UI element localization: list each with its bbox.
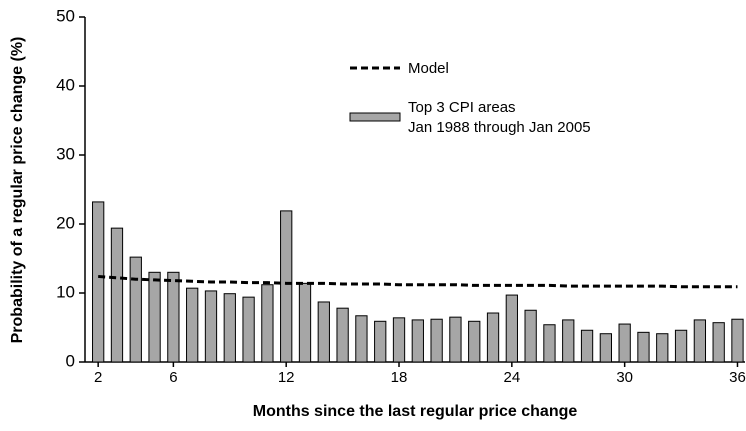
bar xyxy=(374,320,387,363)
bar xyxy=(580,329,594,363)
bar xyxy=(204,290,218,363)
bar xyxy=(148,271,161,363)
bar xyxy=(637,331,650,363)
y-tick-label: 10 xyxy=(56,282,75,301)
bar xyxy=(392,317,406,363)
x-tick-label: 18 xyxy=(391,369,408,386)
bar xyxy=(524,309,537,363)
bar xyxy=(674,329,688,363)
bar xyxy=(129,256,142,363)
bar xyxy=(110,227,124,363)
legend-label: Model xyxy=(408,60,449,77)
bar xyxy=(693,319,707,363)
bar xyxy=(486,312,500,363)
x-tick-label: 30 xyxy=(616,369,633,386)
y-tick-label: 50 xyxy=(56,6,75,25)
x-tick-label: 12 xyxy=(278,369,295,386)
bar xyxy=(430,318,443,363)
y-axis-title: Probability of a regular price change (%… xyxy=(9,37,26,344)
bar xyxy=(336,307,349,363)
bar xyxy=(411,319,424,363)
x-axis-title: Months since the last regular price chan… xyxy=(253,403,578,420)
bar xyxy=(280,210,293,363)
legend-label: Top 3 CPI areas Jan 1988 through Jan 200… xyxy=(408,99,591,136)
bar xyxy=(242,296,255,363)
bar xyxy=(505,294,518,363)
x-tick-label: 36 xyxy=(729,369,746,386)
bar xyxy=(449,316,462,363)
legend-swatch xyxy=(349,112,401,122)
bar xyxy=(223,293,236,363)
y-tick-label: 40 xyxy=(56,75,75,94)
bar xyxy=(543,324,556,363)
bar xyxy=(731,318,744,363)
y-tick-label: 0 xyxy=(66,351,75,370)
bar xyxy=(355,315,368,363)
bar xyxy=(167,271,180,363)
y-tick-label: 30 xyxy=(56,144,75,163)
bar xyxy=(599,333,612,363)
x-tick-label: 2 xyxy=(94,369,102,386)
bar xyxy=(712,322,725,363)
bar xyxy=(468,320,481,363)
bar xyxy=(317,301,330,363)
bar xyxy=(186,287,199,363)
line xyxy=(98,274,738,289)
bar xyxy=(92,201,105,363)
x-tick-label: 24 xyxy=(503,369,520,386)
bar xyxy=(298,282,312,363)
bar xyxy=(562,319,575,363)
x-tick-label: 6 xyxy=(169,369,177,386)
y-tick-label: 20 xyxy=(56,213,75,232)
bar xyxy=(656,333,669,363)
bar xyxy=(261,284,274,363)
bar xyxy=(618,323,631,363)
